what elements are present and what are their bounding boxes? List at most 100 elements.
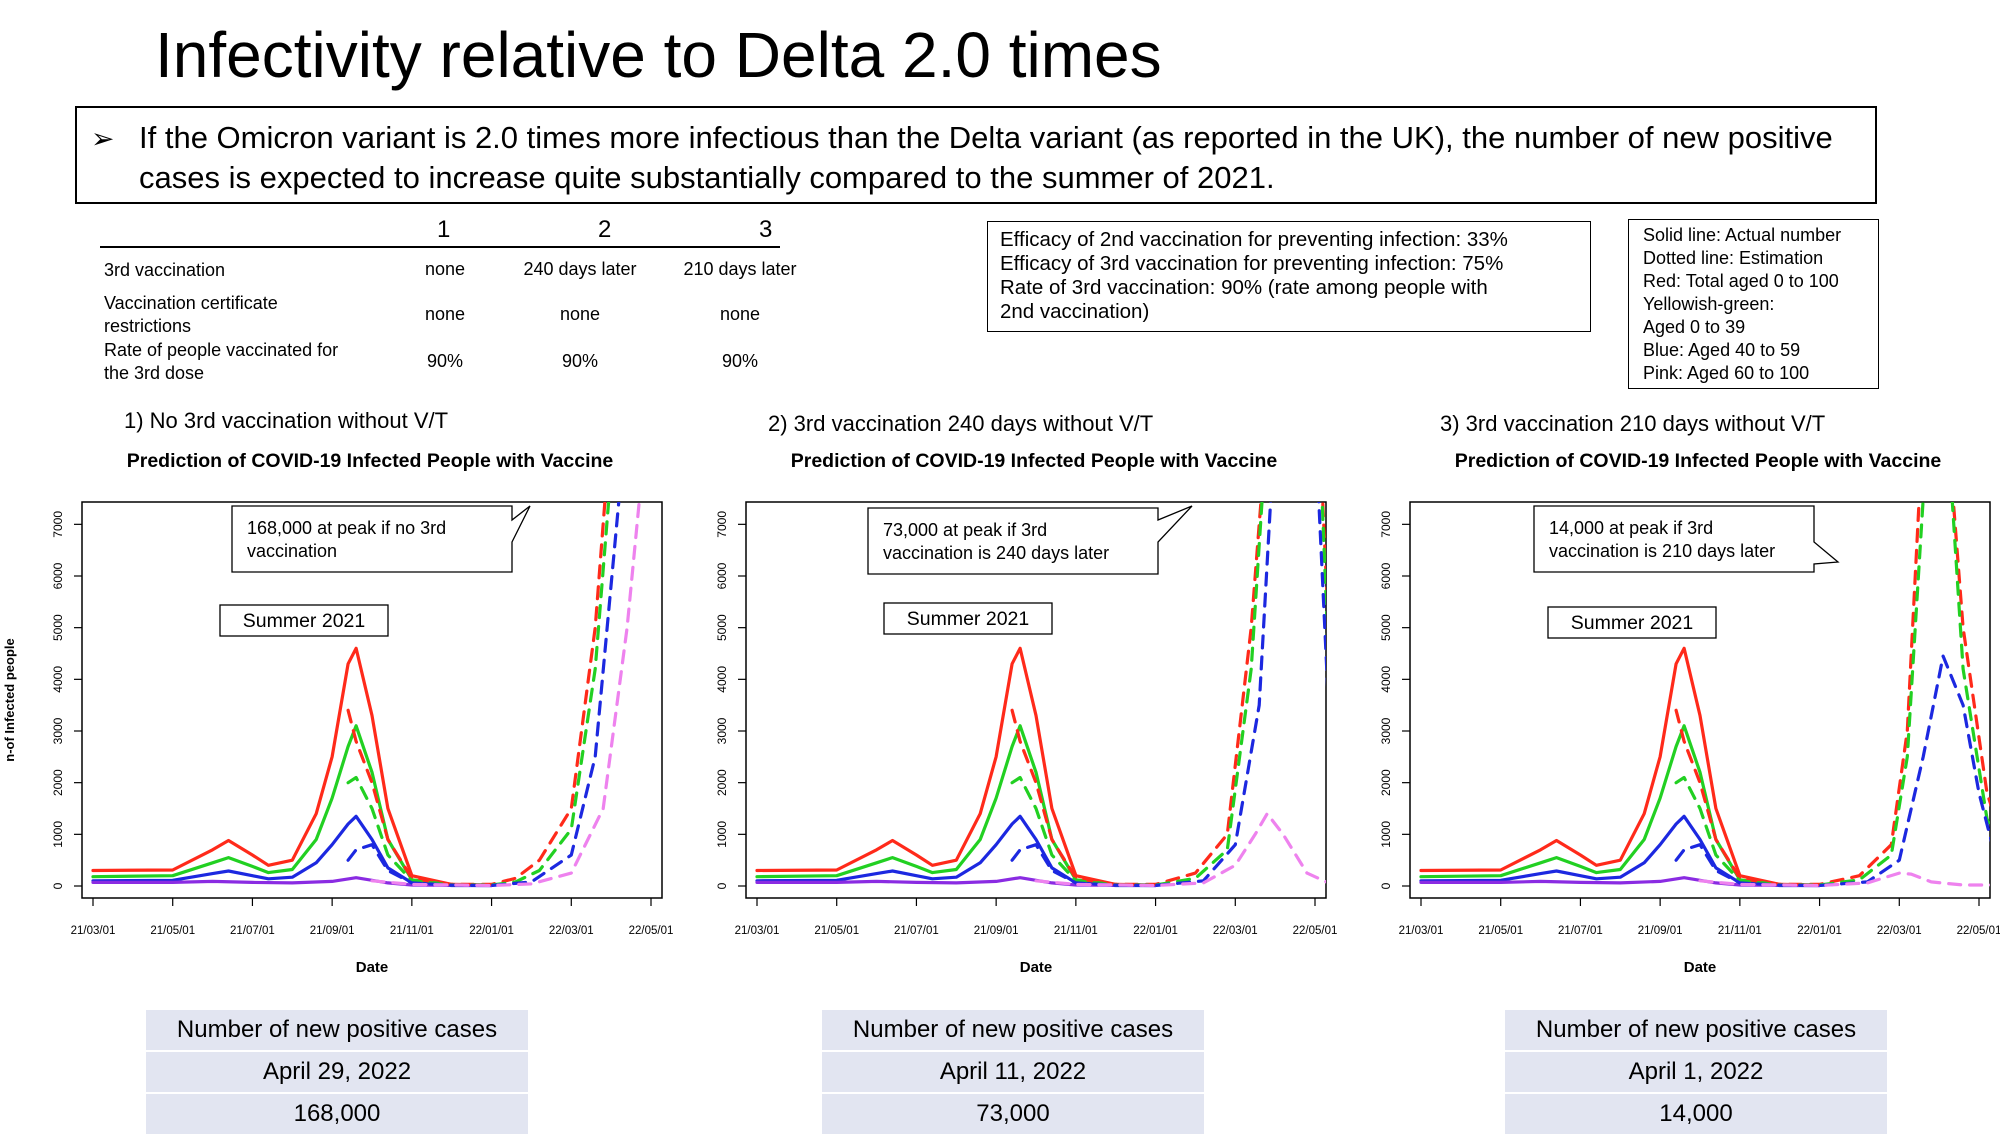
x-tick-label: 21/09/01 — [1638, 925, 1683, 937]
row-label: Rate of people vaccinated for the 3rd do… — [104, 340, 339, 383]
x-tick-label: 21/07/01 — [1558, 925, 1603, 937]
result-date: April 29, 2022 — [146, 1052, 528, 1092]
x-tick-label: 22/01/01 — [469, 925, 514, 937]
y-tick-label: 0 — [51, 882, 65, 889]
series-line-age_60_100-dashed — [1698, 871, 1990, 888]
result-table-1: Number of new positive cases April 29, 2… — [146, 1010, 528, 1136]
callout-box — [1533, 505, 1840, 573]
y-tick-label: 3000 — [1379, 717, 1393, 744]
plot-frame — [81, 501, 663, 899]
efficacy-note: Efficacy of 2nd vaccination for preventi… — [987, 221, 1591, 332]
summer-label-box — [219, 604, 389, 637]
x-axis-label: Date — [1684, 959, 1717, 976]
row-label: Vaccination certificate restrictions — [104, 293, 278, 336]
legend-line: Red: Total aged 0 to 100 — [1643, 271, 1839, 291]
page-title: Infectivity relative to Delta 2.0 times — [155, 19, 1162, 91]
legend-line: Blue: Aged 40 to 59 — [1643, 340, 1801, 360]
x-tick-label: 21/05/01 — [1478, 925, 1523, 937]
result-header: Number of new positive cases — [822, 1010, 1204, 1050]
y-tick-label: 4000 — [715, 666, 729, 693]
panel-label-1: 1) No 3rd vaccination without V/T — [124, 408, 449, 433]
cell: 210 days later — [683, 259, 797, 279]
x-tick-label: 21/03/01 — [71, 925, 116, 937]
series-line-age_40_59-dashed — [346, 502, 621, 888]
chart-title-1: Prediction of COVID-19 Infected People w… — [126, 450, 614, 472]
x-tick-label: 22/05/01 — [1293, 925, 1338, 937]
x-tick-label: 21/11/01 — [1054, 925, 1098, 937]
result-date: April 11, 2022 — [822, 1052, 1204, 1092]
series-line-age_0_39-dashed — [1674, 502, 1990, 887]
callout-text: 73,000 at peak if 3rd — [883, 520, 1047, 540]
scenario-column-3: 3 — [759, 216, 773, 243]
y-tick-label: 5000 — [715, 614, 729, 641]
series-line-age_40_59-dashed — [1010, 502, 1326, 888]
x-tick-label: 21/05/01 — [814, 925, 859, 937]
series-line-total-dashed — [1010, 502, 1326, 886]
series-line-total-solid — [91, 646, 494, 887]
scenario-column-2: 2 — [598, 216, 612, 243]
y-tick-label: 3000 — [715, 717, 729, 744]
table-row: Vaccination certificate restrictions non… — [100, 292, 780, 338]
result-value: 168,000 — [146, 1094, 528, 1134]
summary-box: ➢ If the Omicron variant is 2.0 times mo… — [75, 106, 1877, 204]
x-tick-label: 21/07/01 — [230, 925, 275, 937]
series-line-total-solid — [1419, 646, 1822, 887]
y-tick-label: 1000 — [1379, 821, 1393, 848]
y-tick-label: 7000 — [715, 511, 729, 538]
series-line-total-solid — [755, 646, 1158, 887]
y-tick-label: 4000 — [51, 666, 65, 693]
series-group — [1419, 502, 1990, 888]
series-line-age_0_39-dashed — [346, 502, 611, 887]
summer-label-text: Summer 2021 — [243, 610, 365, 632]
summary-text: If the Omicron variant is 2.0 times more… — [139, 120, 1833, 195]
x-tick-label: 21/11/01 — [390, 925, 434, 937]
y-tick-label: 6000 — [1379, 562, 1393, 589]
y-tick-label: 2000 — [51, 769, 65, 796]
x-tick-label: 21/11/01 — [1718, 925, 1762, 937]
x-tick-label: 21/09/01 — [974, 925, 1019, 937]
callout-box — [867, 505, 1193, 575]
y-tick-label: 7000 — [51, 511, 65, 538]
y-tick-label: 7000 — [1379, 511, 1393, 538]
y-tick-label: 0 — [1379, 882, 1393, 889]
y-axis-label: n-of Infected people — [2, 638, 17, 762]
chart-panel-1: 0 1000 2000 3000 4000 5000 6000 7000 21/03/01 21/… — [2, 501, 674, 976]
legend-line: Solid line: Actual number — [1643, 225, 1842, 245]
x-tick-label: 22/05/01 — [629, 925, 674, 937]
x-tick-label: 21/09/01 — [310, 925, 355, 937]
series-line-total-dashed — [346, 502, 607, 886]
callout-text: vaccination — [247, 541, 337, 561]
x-axis-label: Date — [356, 959, 389, 976]
cell: none — [559, 304, 601, 324]
legend-line: Dotted line: Estimation — [1643, 248, 1824, 268]
x-tick-label: 21/03/01 — [1399, 925, 1444, 937]
y-tick-label: 0 — [715, 882, 729, 889]
y-tick-label: 2000 — [1379, 769, 1393, 796]
series-line-age_0_39-dashed — [1010, 502, 1326, 887]
result-date: April 1, 2022 — [1505, 1052, 1887, 1092]
series-line-age_60_100-dashed — [1034, 812, 1326, 888]
scenario-column-1: 1 — [437, 216, 451, 243]
legend-line: Pink: Aged 60 to 100 — [1643, 363, 1810, 383]
chart-panel-2: 0 1000 2000 3000 4000 5000 6000 7000 21/03/01 21/… — [715, 501, 1338, 976]
chart-panel-3: 0 1000 2000 3000 4000 5000 6000 7000 21/03/01 21/… — [1379, 501, 2000, 976]
x-tick-label: 21/07/01 — [894, 925, 939, 937]
chart-title-2: Prediction of COVID-19 Infected People w… — [790, 450, 1278, 472]
cell: none — [719, 304, 761, 324]
cell: 90% — [721, 351, 759, 371]
result-value: 73,000 — [822, 1094, 1204, 1134]
callout-box — [231, 505, 531, 573]
cell: 240 days later — [523, 259, 637, 279]
x-tick-label: 21/05/01 — [150, 925, 195, 937]
x-tick-label: 21/03/01 — [735, 925, 780, 937]
table-row: Rate of people vaccinated for the 3rd do… — [100, 339, 780, 385]
cell: none — [424, 304, 466, 324]
x-tick-label: 22/03/01 — [1877, 925, 1922, 937]
x-tick-label: 22/01/01 — [1133, 925, 1178, 937]
callout-text: vaccination is 210 days later — [1549, 541, 1775, 561]
legend-note: Solid line: Actual number Dotted line: E… — [1628, 219, 1879, 389]
efficacy-line: Efficacy of 3rd vaccination for preventi… — [1000, 252, 1504, 275]
legend-line: Yellowish-green: — [1643, 294, 1775, 314]
result-value: 14,000 — [1505, 1094, 1887, 1134]
series-line-total-dashed — [1674, 502, 1990, 886]
